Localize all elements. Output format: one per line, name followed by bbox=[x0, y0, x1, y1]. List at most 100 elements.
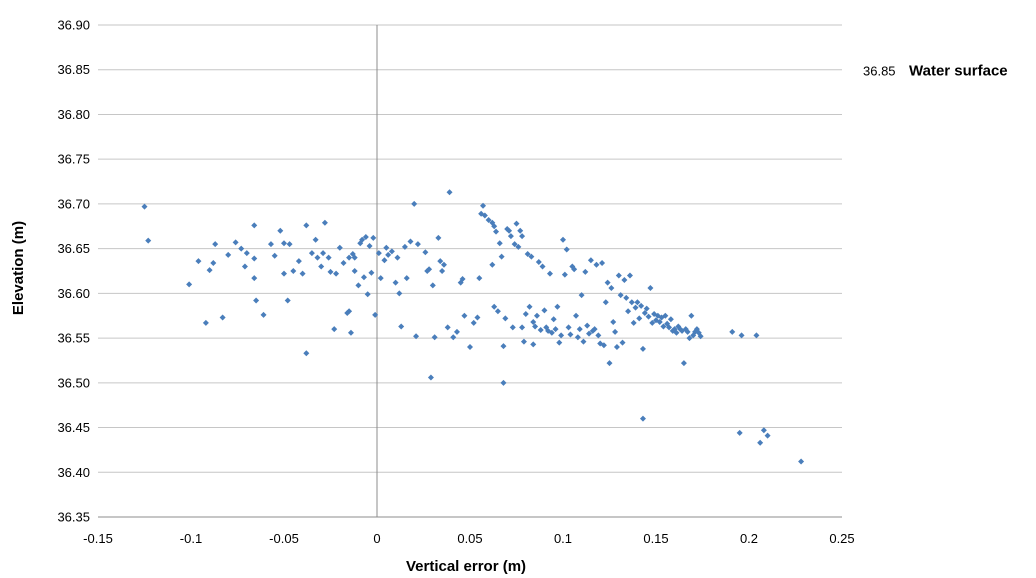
data-point bbox=[225, 251, 232, 258]
data-point bbox=[141, 203, 148, 210]
data-point bbox=[645, 313, 652, 320]
data-point bbox=[619, 339, 626, 346]
data-point bbox=[641, 310, 648, 317]
data-point bbox=[697, 333, 704, 340]
x-tick-label: 0.05 bbox=[457, 531, 482, 546]
data-point bbox=[303, 222, 310, 229]
data-point bbox=[519, 324, 526, 331]
data-point bbox=[571, 266, 578, 273]
data-point bbox=[526, 303, 533, 310]
data-point bbox=[396, 290, 403, 297]
data-point bbox=[667, 316, 674, 323]
data-point bbox=[673, 329, 680, 336]
data-point bbox=[736, 429, 743, 436]
data-point bbox=[360, 274, 367, 281]
data-point bbox=[615, 272, 622, 279]
data-point bbox=[506, 227, 513, 234]
data-point bbox=[474, 314, 481, 321]
data-point bbox=[284, 297, 291, 304]
data-point bbox=[561, 271, 568, 278]
data-point bbox=[260, 311, 267, 318]
x-tick-label: 0 bbox=[373, 531, 380, 546]
data-point bbox=[662, 312, 669, 319]
data-point bbox=[439, 268, 446, 274]
data-point bbox=[340, 259, 347, 266]
data-point bbox=[621, 276, 628, 283]
data-point bbox=[145, 237, 152, 244]
data-point bbox=[453, 328, 460, 335]
data-point bbox=[554, 303, 561, 310]
data-point bbox=[375, 250, 382, 257]
data-point bbox=[308, 250, 315, 257]
data-point bbox=[377, 275, 384, 282]
data-point bbox=[660, 323, 667, 330]
data-point bbox=[333, 270, 340, 277]
data-point bbox=[537, 327, 544, 334]
y-tick-label: 36.80 bbox=[57, 107, 90, 122]
data-point bbox=[394, 254, 401, 261]
data-point bbox=[368, 269, 375, 276]
x-tick-label: -0.1 bbox=[180, 531, 202, 546]
data-point bbox=[612, 328, 619, 335]
data-point bbox=[533, 312, 540, 319]
y-tick-label: 36.50 bbox=[57, 375, 90, 390]
data-point bbox=[686, 335, 693, 342]
data-point bbox=[688, 312, 695, 319]
data-point bbox=[764, 432, 771, 439]
data-point bbox=[422, 249, 429, 256]
data-point bbox=[630, 319, 637, 326]
data-point bbox=[277, 227, 284, 234]
x-tick-label: -0.15 bbox=[83, 531, 113, 546]
data-point bbox=[267, 241, 274, 248]
data-point bbox=[563, 246, 570, 253]
data-point bbox=[413, 333, 420, 340]
data-point bbox=[336, 244, 343, 251]
data-point bbox=[509, 324, 516, 331]
data-point bbox=[476, 275, 483, 282]
data-point bbox=[546, 270, 553, 277]
data-point bbox=[496, 240, 503, 247]
data-point bbox=[431, 334, 438, 341]
data-point bbox=[684, 328, 691, 335]
data-point bbox=[574, 334, 581, 341]
data-point bbox=[600, 342, 607, 349]
data-point bbox=[498, 253, 505, 260]
data-point bbox=[532, 323, 539, 330]
data-point bbox=[383, 244, 390, 251]
data-point bbox=[500, 343, 507, 350]
data-point bbox=[325, 254, 332, 261]
data-point bbox=[241, 263, 248, 270]
data-point bbox=[314, 254, 321, 261]
data-point bbox=[444, 324, 451, 331]
data-point bbox=[351, 254, 358, 261]
data-point bbox=[528, 253, 535, 260]
axes bbox=[98, 25, 842, 518]
data-point bbox=[519, 233, 526, 240]
y-tick-label: 36.75 bbox=[57, 152, 90, 167]
data-point bbox=[253, 297, 260, 304]
data-point bbox=[638, 302, 645, 309]
data-point bbox=[500, 379, 507, 386]
data-point bbox=[613, 344, 620, 351]
data-point bbox=[567, 331, 574, 338]
y-tick-label: 36.70 bbox=[57, 196, 90, 211]
data-point bbox=[491, 223, 498, 230]
data-point bbox=[511, 241, 518, 248]
data-point bbox=[202, 319, 209, 326]
x-tick-label: 0.15 bbox=[643, 531, 668, 546]
data-point bbox=[327, 268, 334, 275]
data-point bbox=[591, 326, 598, 333]
data-point bbox=[446, 189, 453, 196]
data-point bbox=[757, 439, 764, 446]
data-point bbox=[320, 250, 327, 257]
data-point bbox=[576, 326, 583, 333]
y-tick-label: 36.65 bbox=[57, 241, 90, 256]
data-point bbox=[427, 374, 434, 381]
data-point bbox=[628, 299, 635, 306]
data-point bbox=[517, 227, 524, 234]
data-point bbox=[351, 268, 358, 274]
data-point bbox=[606, 360, 613, 367]
x-axis-title: Vertical error (m) bbox=[406, 558, 526, 575]
data-point bbox=[649, 319, 656, 326]
x-tick-labels: -0.15 -0.1 -0.05 0 0.05 0.1 0.15 0.2 0.25 bbox=[83, 531, 854, 546]
